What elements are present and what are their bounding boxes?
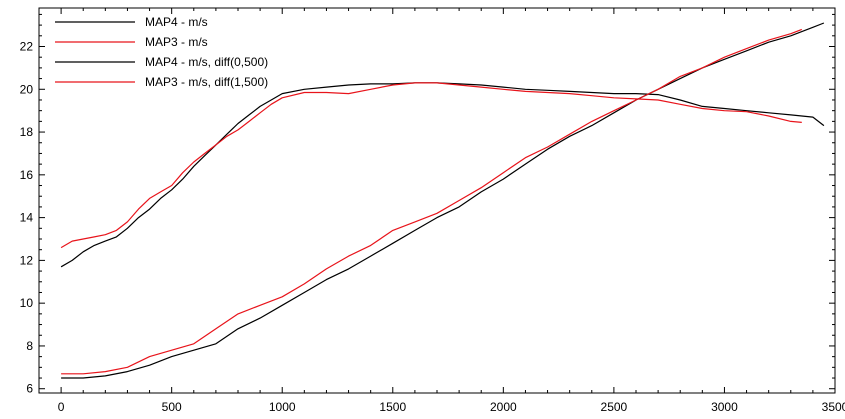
y-tick-label: 6	[26, 382, 33, 396]
legend-label-4: MAP3 - m/s, diff(1,500)	[145, 75, 268, 89]
x-tick-label: 1500	[379, 400, 406, 414]
series-layer	[60, 22, 825, 379]
plot-frame	[38, 7, 836, 394]
x-tick-label: 2500	[601, 400, 628, 414]
legend-label-2: MAP3 - m/s	[145, 35, 208, 49]
y-tick-label: 18	[20, 125, 34, 139]
y-tick-label: 16	[20, 168, 34, 182]
x-tick-label: 2000	[490, 400, 517, 414]
series-line-2	[60, 82, 802, 249]
legend: MAP4 - m/s MAP3 - m/s MAP4 - m/s, diff(0,5…	[55, 15, 268, 89]
y-tick-label: 22	[20, 40, 34, 54]
x-tick-label: 3000	[711, 400, 738, 414]
y-axis-ticks: 6 8 10 12 14 16 18 20 22	[20, 13, 835, 396]
y-tick-label: 8	[26, 339, 33, 353]
legend-label-1: MAP4 - m/s	[145, 15, 208, 29]
y-tick-label: 10	[20, 296, 34, 310]
x-tick-label: 0	[58, 400, 65, 414]
y-tick-label: 20	[20, 82, 34, 96]
legend-label-3: MAP4 - m/s, diff(0,500)	[145, 55, 268, 69]
x-tick-label: 500	[162, 400, 182, 414]
x-tick-label: 3500	[822, 400, 845, 414]
y-tick-label: 14	[20, 211, 34, 225]
series-line-4	[61, 28, 803, 375]
x-axis-ticks: 0 500 1000 1500 2000 2500 3000 3500	[58, 8, 845, 414]
y-tick-label: 12	[20, 253, 34, 267]
series-line-1	[60, 82, 825, 268]
x-tick-label: 1000	[269, 400, 296, 414]
